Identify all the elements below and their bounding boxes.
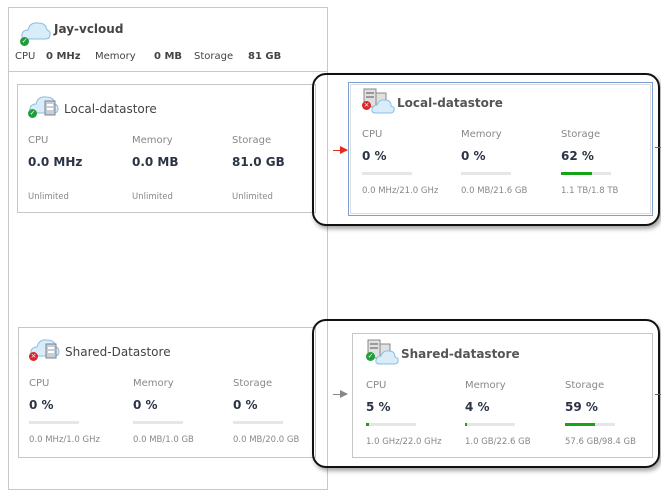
usage-bar [133,421,183,424]
card-title: Shared-Datastore [65,345,171,359]
usage-bar [561,172,611,175]
metric-sub: 0.0 MB/21.6 GB [461,186,528,196]
usage-bar [465,423,515,426]
datastore-card[interactable]: ✓ Shared-datastore CPU 5 % 1.0 GHz/22.0 GH… [352,333,653,458]
arrow-right-icon [333,390,348,398]
root-title: Jay-vcloud [54,22,124,36]
status-ok-icon: ✓ [20,37,29,46]
metric-value: 0.0 MHz [28,155,83,169]
metric-value: 0 % [461,149,486,163]
usage-bar-fill [366,423,369,426]
status-ok-icon: ✓ [28,109,37,118]
metric-value: 81.0 GB [232,155,285,169]
metric-label: Memory [465,380,506,391]
cloud-datastore-icon [29,334,63,366]
metric-label: CPU [28,135,49,146]
highlight-outline [312,73,660,226]
root-storage-label: Storage [194,51,234,62]
metric-label: CPU [366,380,387,391]
metric-label: Storage [561,129,601,140]
card-title: Local-datastore [397,96,503,110]
metric-sub: 0.0 MHz/21.0 GHz [362,186,439,196]
metric-sub: 0.0 MB/20.0 GB [233,435,300,445]
usage-bar [565,423,615,426]
metric-value: 4 % [465,400,490,414]
datastore-card[interactable]: ✓ Local-datastore CPU 0.0 MHz Unlimited Mem… [17,84,316,213]
metric-value: 0.0 MB [132,155,179,169]
metric-label: Storage [232,135,272,146]
status-error-icon: × [362,101,371,110]
status-ok-icon: ✓ [366,352,375,361]
metric-sub: Unlimited [28,192,69,202]
metric-label: Memory [461,129,502,140]
metric-value: 0 % [233,398,258,412]
metric-sub: 1.0 GHz/22.0 GHz [366,437,442,447]
metric-sub: 0.0 MHz/1.0 GHz [29,435,100,445]
metric-sub: Unlimited [232,192,273,202]
usage-bar [461,172,511,175]
metric-sub: 1.0 GB/22.6 GB [465,437,531,447]
connector-line [655,147,661,148]
metric-label: Memory [132,135,173,146]
metric-value: 0 % [29,398,54,412]
highlight-outline [312,319,660,468]
metric-label: Memory [133,378,174,389]
metric-value: 0 % [362,149,387,163]
datastore-card[interactable]: × Local-datastore CPU 0 % 0.0 MHz/21.0 GHz… [348,82,653,216]
root-cpu-label: CPU [15,51,36,62]
usage-bar [366,423,416,426]
usage-bar [233,421,283,424]
metric-sub: Unlimited [132,192,173,202]
vcloud-panel [8,7,328,490]
root-storage: 81 GB [248,51,282,62]
usage-bar-fill [565,423,595,426]
datastore-card[interactable]: × Shared-Datastore CPU 0 % 0.0 MHz/1.0 GHz… [18,327,316,458]
cloud-datastore-icon [28,91,62,123]
metric-label: Storage [565,380,605,391]
usage-bar [29,421,79,424]
metric-sub: 57.6 GB/98.4 GB [565,437,636,447]
root-memory: 0 MB [154,51,183,62]
metric-value: 5 % [366,400,391,414]
metric-value: 59 % [565,400,598,414]
divider [8,71,328,72]
card-title: Local-datastore [64,102,157,116]
metric-sub: 0.0 MB/1.0 GB [133,435,194,445]
usage-bar [362,172,412,175]
status-error-icon: × [29,352,38,361]
metric-value: 62 % [561,149,594,163]
metric-sub: 1.1 TB/1.8 TB [561,186,619,196]
card-title: Shared-datastore [401,347,520,361]
usage-bar-fill [561,172,592,175]
metric-label: CPU [362,129,383,140]
metric-label: CPU [29,378,50,389]
metric-label: Storage [233,378,273,389]
usage-bar-fill [465,423,467,426]
metric-value: 0 % [133,398,158,412]
connector-line [655,394,661,395]
cloud-icon [20,17,52,45]
arrow-right-icon [333,146,348,154]
root-memory-label: Memory [95,51,136,62]
root-cpu: 0 MHz [46,51,81,62]
server-cloud-icon [366,338,400,370]
